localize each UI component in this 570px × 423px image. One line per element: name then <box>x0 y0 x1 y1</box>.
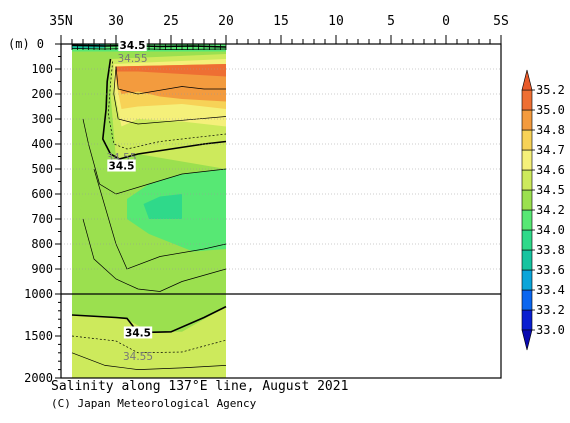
chart-credit: (C) Japan Meteorological Agency <box>51 397 257 410</box>
chart-title: Salinity along 137°E line, August 2021 <box>51 379 349 394</box>
contour-label-bg <box>123 326 153 339</box>
contour-345-main <box>101 58 227 160</box>
colorbar-label: 35.2 <box>536 83 565 97</box>
colorbar-under-arrow <box>521 329 533 351</box>
contour-label-bg <box>118 39 147 51</box>
colorbar-label: 34.7 <box>536 143 565 157</box>
colorbar-segment <box>521 109 533 131</box>
x-tick-label: 25 <box>163 14 179 29</box>
x-tick-label: 0 <box>442 14 450 29</box>
y-tick-label: 700 <box>31 212 53 226</box>
colorbar-over-arrow <box>521 69 533 91</box>
y-axis-unit: (m) <box>8 37 30 51</box>
north-fresh-column <box>72 51 105 269</box>
deep-upper <box>72 251 226 294</box>
y-tick-label: 900 <box>31 262 53 276</box>
subtropical-core <box>116 64 226 77</box>
contour-346 <box>113 66 227 125</box>
contour-deep-2 <box>71 352 227 370</box>
colorbar-label: 33.4 <box>536 283 565 297</box>
colorbar-segment <box>521 229 533 251</box>
contour-label: 34.55 <box>117 53 147 65</box>
colorbar-label: 34.5 <box>536 183 565 197</box>
colorbar-segment <box>521 129 533 151</box>
x-tick-label: 30 <box>108 14 124 29</box>
y-tick-label: 600 <box>31 187 53 201</box>
x-tick-label: 5 <box>387 14 395 29</box>
y-tick-label: 1000 <box>24 287 53 301</box>
y-tick-label: 0 <box>37 37 44 51</box>
x-tick-label: 5S <box>493 14 509 29</box>
contour-label: 34.5 <box>120 40 146 52</box>
colorbar-segment <box>521 249 533 271</box>
colorbar-segment <box>521 89 533 111</box>
colorbar-segment <box>521 269 533 291</box>
contour-label-bg <box>107 159 136 172</box>
colorbar-segment <box>521 309 533 331</box>
y-tick-label: 300 <box>31 112 53 126</box>
x-tick-label: 35N <box>49 14 72 29</box>
colorbar-segment <box>521 189 533 211</box>
contour-label: 34.55 <box>123 351 153 363</box>
contour-label: 34.5 <box>125 327 151 339</box>
x-tick-label: 20 <box>218 14 234 29</box>
colorbar-segment <box>521 289 533 311</box>
contour-3455-deep <box>71 335 227 354</box>
colorbar-label: 35.0 <box>536 103 565 117</box>
y-tick-label: 500 <box>31 162 53 176</box>
colorbar-segment <box>521 209 533 231</box>
contour-347 <box>115 66 226 95</box>
colorbar-segment <box>521 169 533 191</box>
y-tick-label: 100 <box>31 62 53 76</box>
y-tick-label: 2000 <box>24 371 53 385</box>
colorbar-label: 34.0 <box>536 223 565 237</box>
upper-section-fill <box>72 44 226 294</box>
colorbar-label: 34.2 <box>536 203 565 217</box>
y-tick-label: 800 <box>31 237 53 251</box>
x-tick-label: 10 <box>328 14 344 29</box>
colorbar-label: 33.2 <box>536 303 565 317</box>
lower-3455 <box>72 306 226 378</box>
colorbar-label: 34.6 <box>536 163 565 177</box>
colorbar-label: 33.0 <box>536 323 565 337</box>
contour-3455-dotted <box>107 61 227 150</box>
contour-label: 34.5 <box>109 161 135 173</box>
colorbar-label: 34.8 <box>536 123 565 137</box>
colorbar-label: 33.8 <box>536 243 565 257</box>
intermediate-core <box>143 194 182 219</box>
x-tick-label: 15 <box>273 14 289 29</box>
y-tick-label: 200 <box>31 87 53 101</box>
y-tick-label: 400 <box>31 137 53 151</box>
contour-deep-1 <box>82 218 227 292</box>
colorbar-label: 33.6 <box>536 263 565 277</box>
colorbar-segment <box>521 149 533 171</box>
y-tick-label: 1500 <box>24 329 53 343</box>
